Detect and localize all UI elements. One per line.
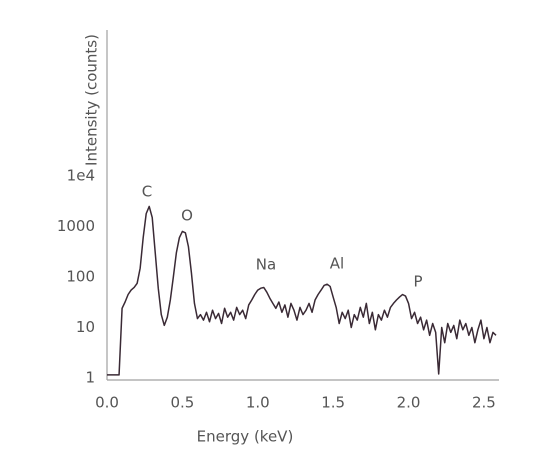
y-tick-label: 100: [66, 268, 95, 286]
x-axis-title: Energy (keV): [197, 428, 294, 446]
y-tick-label: 1000: [57, 217, 95, 235]
x-tick-label: 0.5: [170, 394, 194, 412]
peak-label: Na: [256, 256, 276, 274]
y-tick-label: 1: [85, 369, 95, 387]
x-tick-label: 1.5: [321, 394, 345, 412]
y-axis-title: Intensity (counts): [83, 34, 101, 166]
y-tick-label: 10: [76, 318, 95, 336]
x-tick-label: 1.0: [246, 394, 270, 412]
peak-label: C: [142, 183, 152, 201]
y-tick-label: 1e4: [67, 167, 95, 185]
x-tick-label: 2.5: [472, 394, 496, 412]
spectrum-line: [107, 205, 497, 376]
x-tick-label: 0.0: [95, 394, 119, 412]
x-tick-label: 2.0: [397, 394, 421, 412]
peak-label: P: [413, 273, 422, 291]
peak-label: Al: [330, 255, 344, 273]
peak-label: O: [181, 207, 193, 225]
